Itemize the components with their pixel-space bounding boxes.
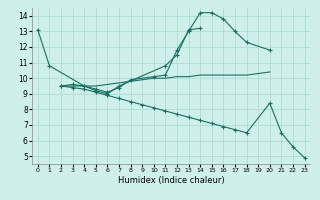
X-axis label: Humidex (Indice chaleur): Humidex (Indice chaleur)	[118, 176, 225, 185]
